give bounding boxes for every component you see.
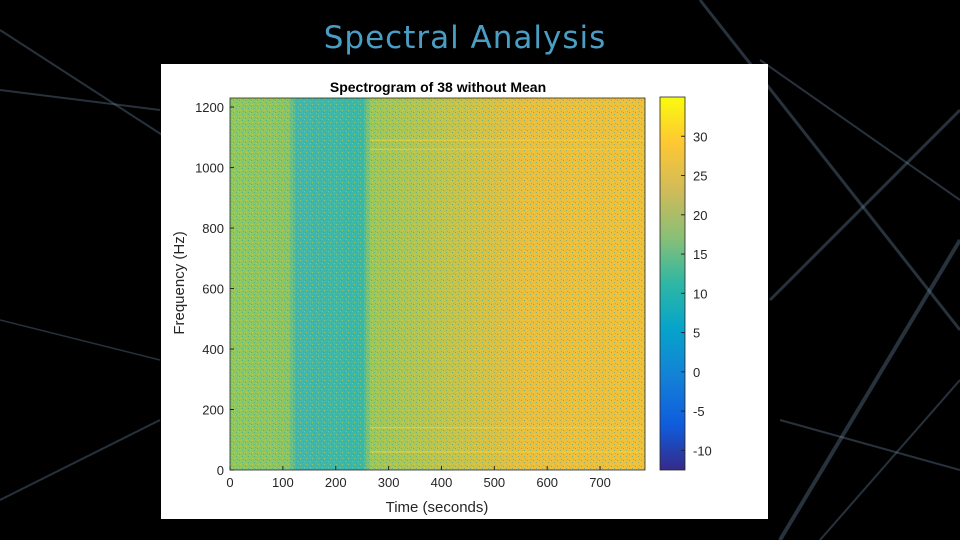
colorbar-tick-label: 10 xyxy=(693,286,707,301)
y-tick-label: 600 xyxy=(202,282,224,297)
x-tick-label: 300 xyxy=(378,475,400,490)
x-axis-label: Time (seconds) xyxy=(386,499,489,516)
x-tick-label: 200 xyxy=(325,475,347,490)
y-tick-label: 0 xyxy=(217,463,224,478)
x-tick-label: 500 xyxy=(483,475,505,490)
x-tick-label: 700 xyxy=(589,475,611,490)
colorbar-tick-label: -5 xyxy=(693,404,705,419)
y-tick-label: 400 xyxy=(202,342,224,357)
colorbar-tick-label: 20 xyxy=(693,208,707,223)
heatmap-noise xyxy=(230,98,645,470)
x-tick-label: 0 xyxy=(226,475,233,490)
colorbar: -10 -5 0 5 10 15 20 25 30 xyxy=(659,96,712,471)
y-tick-label: 800 xyxy=(202,221,224,236)
slide-title: Spectral Analysis xyxy=(323,20,607,56)
x-tick-label: 100 xyxy=(272,475,294,490)
colorbar-tick-label: 30 xyxy=(693,129,707,144)
colorbar-tick-label: 5 xyxy=(693,326,700,341)
chart-title: Spectrogram of 38 without Mean xyxy=(330,79,546,95)
colorbar-gradient xyxy=(659,96,686,471)
colorbar-tick-label: -10 xyxy=(693,443,712,458)
plot-area: 0 100 200 300 400 500 600 700 0 200 400 600 800 1000 1… xyxy=(195,97,646,490)
colorbar-tick-label: 15 xyxy=(693,247,707,262)
y-axis-label: Frequency (Hz) xyxy=(171,231,188,334)
colorbar-tick-label: 25 xyxy=(693,169,707,184)
y-tick-label: 1200 xyxy=(195,100,224,115)
colorbar-tick-label: 0 xyxy=(693,365,700,380)
plot-border xyxy=(229,97,646,471)
spectrogram-chart: Spectrogram of 38 without Mean xyxy=(171,79,712,516)
y-tick-label: 1000 xyxy=(195,161,224,176)
y-tick-label: 200 xyxy=(202,403,224,418)
spectrogram-figure: Spectrogram of 38 without Mean xyxy=(161,64,768,519)
x-tick-label: 400 xyxy=(431,475,453,490)
x-tick-label: 600 xyxy=(536,475,558,490)
